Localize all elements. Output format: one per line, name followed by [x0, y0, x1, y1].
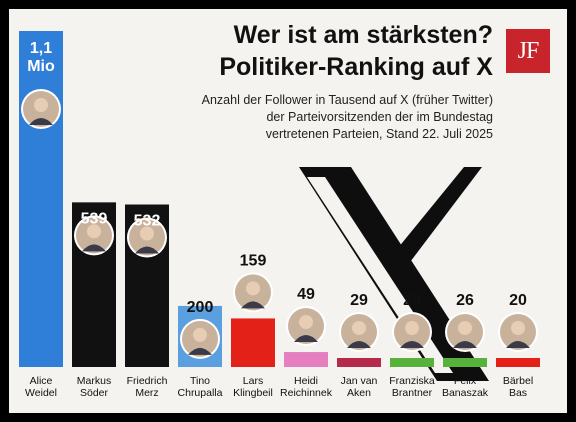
portrait-icon [233, 272, 273, 313]
category-label: Alice Weidel [25, 375, 57, 399]
chart-panel: 1,1 Mio 539 532 200 159 49 29 28 26 20 Alice Weidel… [9, 9, 567, 413]
category-label: Franziska Brantner [389, 375, 435, 399]
bar-1 [19, 31, 63, 367]
value-label: 28 [403, 292, 421, 309]
category-label: Bärbel Bas [503, 375, 533, 399]
value-label: 26 [456, 292, 474, 309]
bar-7 [337, 358, 381, 367]
portrait-icon [180, 318, 220, 359]
value-label: 200 [187, 299, 214, 316]
description-line: der Parteivorsitzenden der im Bundestag [266, 110, 493, 124]
portrait-icon [74, 215, 114, 256]
chart-description: Anzahl der Follower in Tausend auf X (fr… [173, 92, 493, 143]
category-label: Jan van Aken [341, 375, 378, 399]
bar-6 [284, 352, 328, 367]
value-label: 532 [134, 212, 161, 229]
value-label: 49 [297, 286, 315, 303]
portrait-icon [286, 306, 326, 347]
chart-title: Wer ist am stärksten? [233, 21, 493, 49]
value-label: 29 [350, 292, 368, 309]
portrait-icon [339, 312, 379, 352]
category-label: Felix Banaszak [442, 375, 489, 399]
jf-logo: JF [506, 29, 550, 73]
bar-10 [496, 358, 540, 367]
value-label: 20 [509, 292, 527, 309]
portrait-icon [392, 312, 432, 352]
chart-subtitle-head: Politiker-Ranking auf X [219, 53, 493, 81]
bar-9 [443, 358, 487, 367]
portrait-icon [21, 89, 61, 129]
description-line: vertretenen Parteien, Stand 22. Juli 202… [265, 127, 493, 141]
bar-chart: 1,1 Mio 539 532 200 159 49 29 28 26 20 Alice Weidel… [19, 31, 540, 399]
value-label: 159 [240, 252, 267, 269]
bar-8 [390, 358, 434, 367]
category-label: Heidi Reichinnek [280, 375, 333, 399]
category-label: Markus Söder [77, 375, 111, 399]
value-label: 1,1 Mio [27, 40, 55, 75]
portrait-icon [127, 217, 167, 258]
portrait-icon [445, 312, 485, 352]
description-line: Anzahl der Follower in Tausend auf X (fr… [201, 93, 493, 107]
portrait-icon [498, 312, 538, 352]
category-label: Tino Chrupalla [178, 375, 223, 399]
category-label: Friedrich Merz [127, 375, 168, 399]
value-label: 539 [81, 210, 108, 227]
category-label: Lars Klingbeil [233, 375, 273, 399]
bar-5 [231, 318, 275, 367]
